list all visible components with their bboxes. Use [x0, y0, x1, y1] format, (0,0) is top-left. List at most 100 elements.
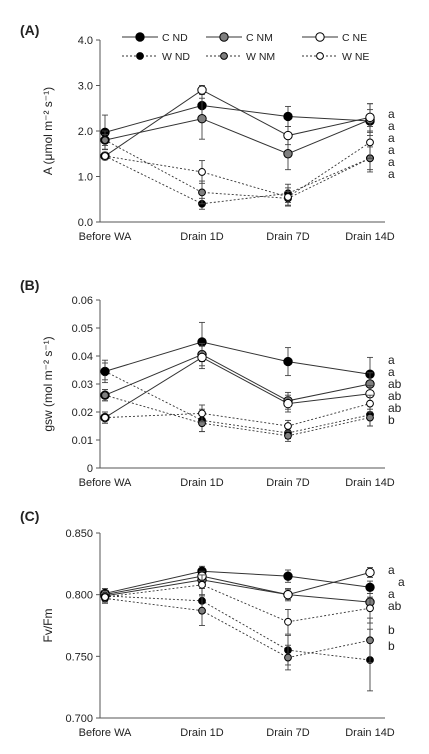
data-point	[284, 617, 292, 626]
legend: C ND C NM C NE W ND W NM W NE	[122, 32, 369, 63]
chart-panel-2: (B) 0 0.01 0.02 0.03 0.04 0.05 0.06 gsw (mol m⁻²…	[20, 277, 402, 489]
significance-letter: ab	[388, 599, 402, 613]
x-tick-label: Drain 7D	[266, 231, 309, 243]
series-line-c-ne	[104, 571, 371, 596]
data-point	[365, 567, 375, 578]
data-point	[283, 571, 293, 581]
series-line-w-nd	[104, 370, 371, 434]
data-point	[197, 85, 207, 95]
series-line-c-nd	[104, 105, 371, 133]
data-point	[198, 188, 206, 197]
significance-letter: a	[388, 167, 395, 181]
significance-letter: ab	[388, 389, 402, 403]
y-tick-label: 3.0	[78, 81, 93, 93]
significance-letter: b	[388, 639, 395, 653]
significance-letter: a	[388, 563, 395, 577]
data-point	[365, 112, 375, 123]
data-point	[197, 114, 207, 124]
data-point	[198, 606, 206, 615]
data-point	[283, 356, 293, 367]
x-tick-label: Before WA	[79, 231, 132, 243]
data-point	[283, 398, 293, 409]
data-point	[284, 653, 292, 662]
series-line-c-nd	[104, 570, 371, 594]
x-tick-label: Drain 7D	[266, 477, 309, 489]
y-tick-label: 0.03	[72, 379, 93, 391]
data-point	[101, 152, 109, 160]
data-point	[283, 130, 293, 141]
significance-letter: a	[388, 131, 395, 145]
legend-marker	[136, 52, 144, 60]
y-tick-label: 4.0	[78, 35, 93, 47]
data-point	[366, 636, 374, 645]
data-point	[366, 399, 374, 408]
data-point	[284, 431, 292, 440]
y-tick-label: 0.850	[65, 528, 93, 540]
panel-label: (C)	[20, 508, 39, 524]
series-line-c-nm	[104, 579, 371, 603]
series-line-c-nm	[104, 118, 371, 155]
data-point	[198, 168, 206, 176]
y-tick-label: 0.02	[72, 407, 93, 419]
y-tick-label: 0.05	[72, 323, 93, 335]
significance-letter: ab	[388, 377, 402, 391]
y-tick-label: 0.800	[65, 590, 93, 602]
x-tick-label: Drain 7D	[266, 727, 309, 739]
series-line-w-nm	[104, 597, 371, 659]
data-point	[101, 413, 109, 422]
y-tick-label: 0.0	[78, 217, 93, 229]
y-tick-label: 0.01	[72, 435, 93, 447]
chart-panel-1: (A) 0.0 1.0 2.0 3.0 4.0 A (μmol m⁻² s⁻¹) Before…	[20, 22, 395, 243]
y-axis-label: gsw (mol m⁻² s⁻¹)	[41, 336, 55, 431]
significance-letter: a	[388, 107, 395, 121]
significance-letter: a	[388, 155, 395, 169]
legend-marker	[220, 52, 228, 60]
y-tick-label: 0.750	[65, 651, 93, 663]
x-tick-label: Drain 14D	[345, 727, 395, 739]
x-tick-label: Before WA	[79, 477, 132, 489]
x-tick-label: Drain 14D	[345, 231, 395, 243]
significance-letter: a	[388, 119, 395, 133]
data-point	[101, 136, 109, 145]
panel-label: (A)	[20, 22, 39, 38]
data-point	[366, 413, 374, 422]
data-point	[283, 589, 293, 600]
legend-marker	[316, 52, 324, 60]
legend-label: W NM	[246, 51, 275, 63]
y-tick-label: 0.04	[72, 351, 93, 363]
series-line-w-nm	[104, 394, 371, 437]
significance-letter: ab	[388, 401, 402, 415]
legend-label: C NM	[246, 32, 273, 44]
series-line-w-nd	[104, 595, 371, 661]
significance-letter: b	[388, 413, 395, 427]
data-point	[366, 138, 374, 147]
significance-letter: a	[388, 353, 395, 367]
y-tick-label: 0.700	[65, 713, 93, 725]
data-point	[198, 409, 206, 418]
data-point	[198, 580, 206, 589]
data-point	[101, 593, 109, 602]
chart-panel-3: (C) 0.700 0.750 0.800 0.850 Fv/Fm Before WA Dra…	[20, 508, 405, 739]
x-tick-label: Drain 1D	[180, 231, 223, 243]
series-line-c-nm	[104, 354, 371, 402]
y-tick-label: 2.0	[78, 126, 93, 138]
y-axis-label: A (μmol m⁻² s⁻¹)	[41, 87, 55, 175]
legend-marker	[135, 32, 145, 42]
data-point	[284, 193, 292, 201]
legend-label: C NE	[342, 32, 367, 44]
data-point	[101, 391, 109, 400]
data-point	[101, 367, 109, 376]
x-tick-label: Drain 14D	[345, 477, 395, 489]
legend-marker	[315, 32, 325, 42]
data-point	[283, 111, 293, 122]
significance-letter: a	[398, 575, 405, 589]
significance-letter: a	[388, 587, 395, 601]
data-point	[197, 352, 207, 363]
series-line-w-ne	[104, 403, 371, 427]
panel-label: (B)	[20, 277, 39, 293]
y-tick-label: 0.06	[72, 295, 93, 307]
data-point	[283, 149, 293, 159]
significance-letter: b	[388, 623, 395, 637]
data-point	[366, 604, 374, 613]
legend-label: W NE	[342, 51, 369, 63]
